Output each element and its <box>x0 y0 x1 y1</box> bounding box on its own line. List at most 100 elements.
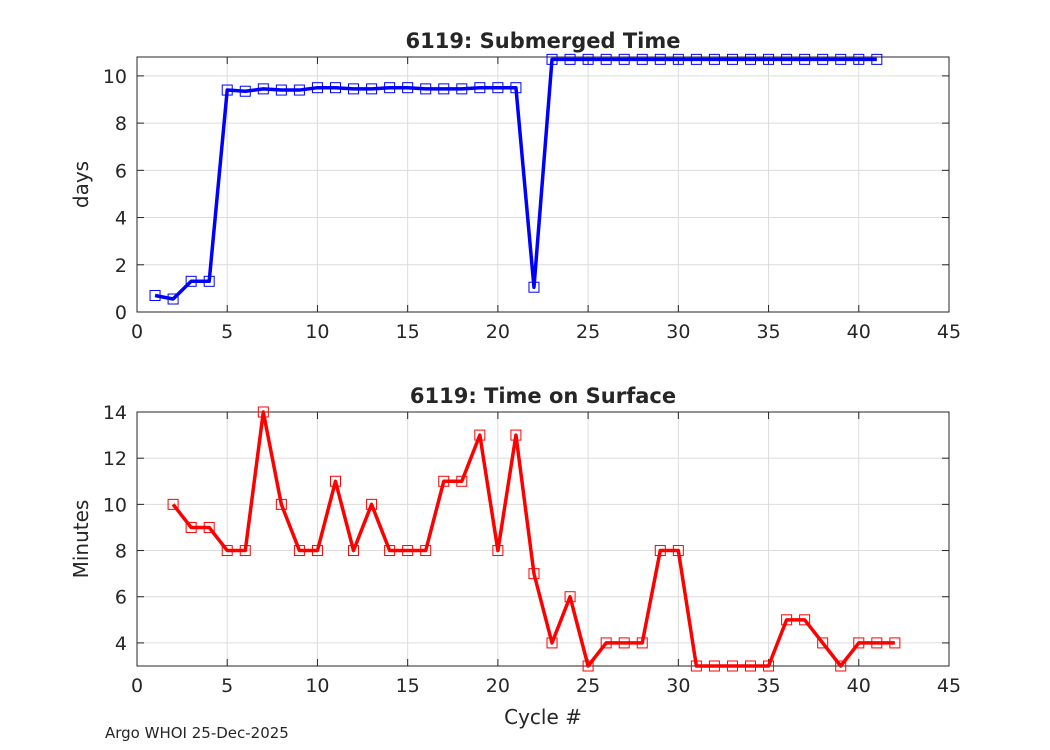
x-tick-label: 10 <box>305 321 329 343</box>
time-on-surface-chart: 0 5 10 15 20 25 30 35 40 45 4 6 8 10 12 14 6119: Time o… <box>69 384 961 729</box>
data-point <box>311 545 323 557</box>
data-point <box>402 82 414 94</box>
data-point <box>149 289 161 301</box>
data-point <box>366 498 378 510</box>
data-point <box>817 53 829 65</box>
data-point <box>474 82 486 94</box>
x-tick-label: 5 <box>221 675 233 697</box>
x-tick-label: 35 <box>756 675 780 697</box>
data-point <box>564 591 576 603</box>
y-tick-label: 6 <box>115 587 127 609</box>
x-tick-label: 30 <box>666 321 690 343</box>
data-point <box>799 53 811 65</box>
y-tick-label: 2 <box>115 255 127 277</box>
x-tick-label: 10 <box>305 675 329 697</box>
plot-area-frame <box>136 56 950 313</box>
data-point <box>203 521 215 533</box>
data-point <box>618 53 630 65</box>
x-tick-label: 0 <box>131 675 143 697</box>
data-point <box>293 84 305 96</box>
series-plot <box>167 406 901 672</box>
data-point <box>672 545 684 557</box>
data-point <box>799 614 811 626</box>
data-point <box>871 53 883 65</box>
data-point <box>672 53 684 65</box>
data-point <box>528 568 540 580</box>
x-tick-label: 15 <box>396 675 420 697</box>
data-point <box>618 637 630 649</box>
ticks: 0 5 10 15 20 25 30 35 40 45 4 6 8 10 12 14 <box>103 402 961 697</box>
data-point <box>311 82 323 94</box>
data-point <box>510 429 522 441</box>
y-tick-label: 4 <box>115 633 127 655</box>
data-point <box>600 53 612 65</box>
data-point <box>167 498 179 510</box>
x-tick-label: 40 <box>847 675 871 697</box>
x-tick-label: 35 <box>756 321 780 343</box>
data-point <box>348 545 360 557</box>
footer-credit: Argo WHOI 25-Dec-2025 <box>105 724 289 742</box>
data-point <box>636 53 648 65</box>
x-tick-label: 15 <box>396 321 420 343</box>
x-tick-label: 45 <box>937 321 961 343</box>
data-point <box>853 53 865 65</box>
data-point <box>510 82 522 94</box>
data-point <box>293 545 305 557</box>
data-point <box>275 498 287 510</box>
data-point <box>257 83 269 95</box>
series-line <box>154 57 877 301</box>
data-point <box>564 53 576 65</box>
ticks: 0 5 10 15 20 25 30 35 40 45 0 2 4 6 8 10 <box>103 57 961 343</box>
y-tick-label: 10 <box>103 66 127 88</box>
x-axis-label: Cycle # <box>504 705 582 729</box>
x-tick-label: 0 <box>131 321 143 343</box>
y-axis-label: days <box>69 161 93 208</box>
data-point <box>221 84 233 96</box>
data-point <box>456 83 468 95</box>
plot-area-frame <box>136 411 950 667</box>
data-point <box>889 637 901 649</box>
data-point <box>871 637 883 649</box>
y-axis-label: Minutes <box>69 500 93 579</box>
submerged-time-chart: 0 5 10 15 20 25 30 35 40 45 0 2 4 6 8 10 6119: Submerge… <box>69 29 961 343</box>
y-tick-label: 10 <box>103 494 127 516</box>
data-point <box>781 53 793 65</box>
data-point <box>654 53 666 65</box>
data-point <box>438 83 450 95</box>
data-point <box>492 545 504 557</box>
y-tick-label: 14 <box>103 402 127 424</box>
x-tick-label: 5 <box>221 321 233 343</box>
y-tick-label: 0 <box>115 302 127 324</box>
data-point <box>835 53 847 65</box>
data-point <box>474 429 486 441</box>
chart-title: 6119: Submerged Time <box>405 29 680 53</box>
data-point <box>745 53 757 65</box>
data-point <box>239 85 251 97</box>
data-point <box>420 83 432 95</box>
data-point <box>781 614 793 626</box>
y-tick-label: 6 <box>115 160 127 182</box>
data-point <box>456 475 468 487</box>
data-point <box>546 53 558 65</box>
data-point <box>384 82 396 94</box>
data-point <box>853 637 865 649</box>
data-point <box>275 84 287 96</box>
data-point <box>708 53 720 65</box>
data-point <box>654 545 666 557</box>
data-point <box>726 660 738 672</box>
data-point <box>185 275 197 287</box>
data-point <box>546 637 558 649</box>
data-point <box>636 637 648 649</box>
y-tick-label: 8 <box>115 541 127 563</box>
data-point <box>420 545 432 557</box>
data-point <box>438 475 450 487</box>
x-tick-label: 30 <box>666 675 690 697</box>
data-point <box>817 637 829 649</box>
x-tick-label: 40 <box>847 321 871 343</box>
data-point <box>329 82 341 94</box>
data-point <box>329 475 341 487</box>
data-point <box>185 521 197 533</box>
data-point <box>726 53 738 65</box>
chart-title: 6119: Time on Surface <box>410 384 676 408</box>
